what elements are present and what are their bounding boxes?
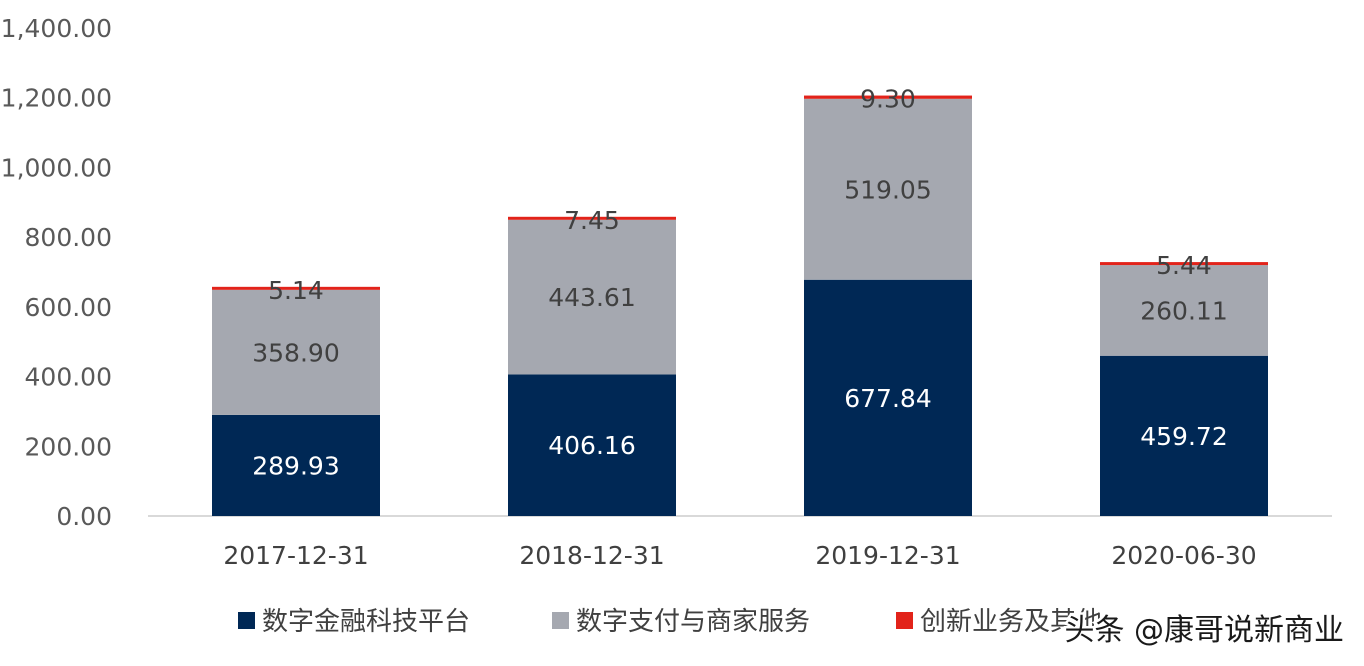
x-tick-label: 2018-12-31 [519, 541, 664, 570]
bar-segment [212, 414, 380, 516]
legend-label: 创新业务及其他 [920, 607, 1102, 637]
y-tick-label: 1,200.00 [1, 84, 112, 113]
y-tick-label: 800.00 [25, 223, 112, 252]
data-label: 459.72 [1140, 422, 1227, 451]
y-tick-label: 600.00 [25, 293, 112, 322]
y-tick-label: 0.00 [56, 502, 112, 531]
legend-swatch [552, 612, 569, 629]
data-label: 677.84 [844, 384, 931, 413]
data-label: 7.45 [564, 206, 620, 235]
y-tick-label: 1,400.00 [1, 14, 112, 43]
bar-segment [1100, 355, 1268, 516]
bar-segment [804, 98, 972, 280]
legend-swatch [238, 612, 255, 629]
legend-label: 数字金融科技平台 [262, 607, 470, 637]
legend: 数字金融科技平台 数字支付与商家服务 创新业务及其他 [238, 607, 1102, 637]
bars: 289.93 358.90 5.14 406.16 443.61 7.45 677.84 51… [212, 85, 1268, 516]
data-label: 5.44 [1156, 251, 1212, 280]
x-axis: 2017-12-31 2018-12-31 2019-12-31 2020-06-30 [223, 541, 1256, 570]
data-label: 519.05 [844, 175, 931, 204]
bar-segment [508, 374, 676, 516]
y-tick-label: 1,000.00 [1, 153, 112, 182]
watermark: 头条 @康哥说新商业 [1064, 613, 1344, 648]
data-label: 406.16 [548, 431, 635, 460]
data-label: 443.61 [548, 283, 635, 312]
bar-segment [804, 279, 972, 516]
bar-segment [508, 216, 676, 220]
bar-segment [1100, 265, 1268, 356]
data-label: 358.90 [252, 338, 339, 367]
data-label: 260.11 [1140, 296, 1227, 325]
legend-label: 数字支付与商家服务 [576, 607, 810, 637]
x-tick-label: 2020-06-30 [1111, 541, 1256, 570]
x-tick-label: 2017-12-31 [223, 541, 368, 570]
bar-segment [804, 95, 972, 99]
data-label: 289.93 [252, 451, 339, 480]
y-axis: 0.00 200.00 400.00 600.00 800.00 1,000.00 1,20… [1, 14, 112, 531]
bar-segment [1100, 262, 1268, 266]
bar-segment [508, 219, 676, 375]
bar-segment [212, 289, 380, 415]
bar-segment [212, 286, 380, 290]
x-tick-label: 2019-12-31 [815, 541, 960, 570]
data-label: 9.30 [860, 85, 916, 114]
y-tick-label: 400.00 [25, 363, 112, 392]
data-label: 5.14 [268, 276, 324, 305]
legend-swatch [896, 612, 913, 629]
y-tick-label: 200.00 [25, 432, 112, 461]
